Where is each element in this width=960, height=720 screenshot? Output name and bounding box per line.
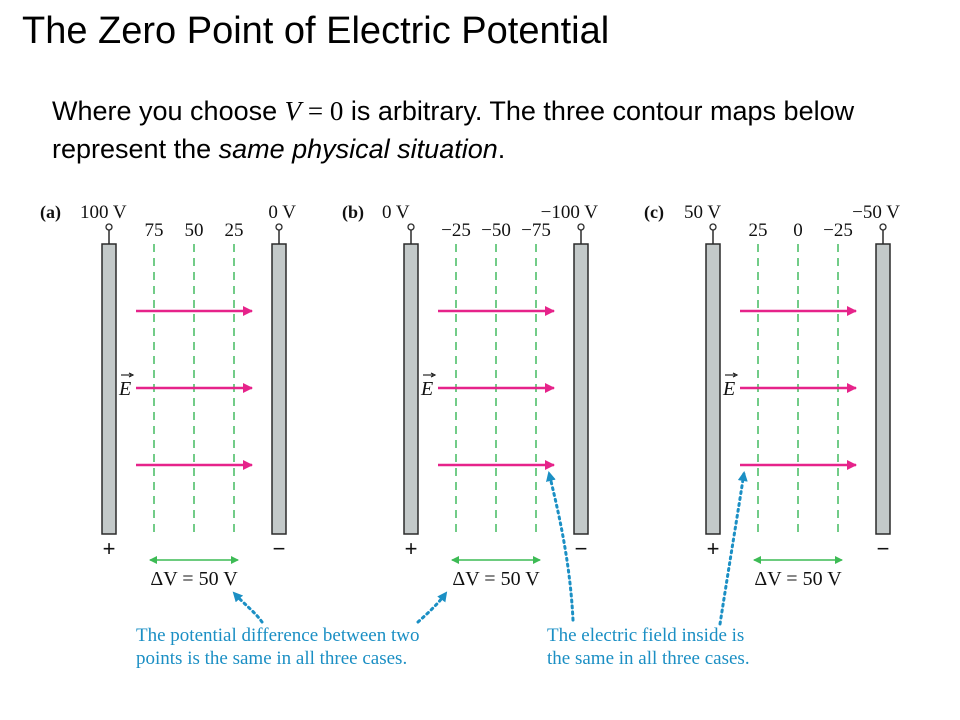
field-label: E <box>722 372 739 400</box>
field-callout-arrow-b <box>546 471 575 622</box>
intro-after: is arbitrary. The three contour maps bel… <box>52 96 855 164</box>
vector-arrowhead-icon <box>430 372 437 378</box>
negative-plate <box>573 243 589 535</box>
panel-label: (c) <box>644 202 664 223</box>
plus-sign: + <box>103 536 116 561</box>
contour-label: −50 <box>481 220 511 241</box>
right-plate-potential: 0 V <box>268 202 296 223</box>
contour-label: 0 <box>793 220 803 241</box>
right-plate-potential: −50 V <box>852 202 900 223</box>
contour-label: 25 <box>225 220 244 241</box>
negative-plate <box>875 243 891 535</box>
left-terminal-icon <box>709 223 717 231</box>
intro-math: V = 0 <box>285 96 344 126</box>
panel-label: (b) <box>342 202 364 223</box>
delta-v-label: ΔV = 50 V <box>150 568 238 590</box>
contour-label: 25 <box>749 220 768 241</box>
intro-math-var: V <box>284 96 302 126</box>
field-label-text: E <box>118 378 131 400</box>
slide-title: The Zero Point of Electric Potential <box>22 10 610 52</box>
right-terminal-icon <box>577 223 585 231</box>
contour-label: −25 <box>441 220 471 241</box>
left-terminal-icon <box>407 223 415 231</box>
left-plate-potential: 50 V <box>684 202 721 223</box>
delta-v-label: ΔV = 50 V <box>754 568 842 590</box>
contour-label: 50 <box>185 220 204 241</box>
field-label-text: E <box>722 378 735 400</box>
note-potential-difference: The potential difference between twopoin… <box>136 625 419 669</box>
field-callout-arrow-c <box>718 471 748 626</box>
right-terminal-icon <box>275 223 283 231</box>
contour-label: −25 <box>823 220 853 241</box>
panel-b: (b) 0 V −100 V −25 −50 −75 E + − ΔV = 50 V <box>342 202 598 590</box>
plus-sign: + <box>405 536 418 561</box>
left-plate-potential: 100 V <box>80 202 127 223</box>
note-field-line: the same in all three cases. <box>547 648 750 669</box>
minus-sign: − <box>877 536 890 561</box>
field-label: E <box>118 372 135 400</box>
potential-callout-arrow-a <box>232 591 264 624</box>
positive-plate <box>403 243 419 535</box>
negative-plate <box>271 243 287 535</box>
intro-text: Where you choose V = 0 is arbitrary. The… <box>52 92 932 168</box>
left-plate-potential: 0 V <box>382 202 410 223</box>
panel-c: (c) 50 V −50 V 25 0 −25 E + − ΔV = 50 V <box>644 202 900 590</box>
right-terminal-icon <box>879 223 887 231</box>
intro-end: . <box>497 134 506 164</box>
intro-emphasis: same physical situation <box>218 134 498 164</box>
intro-math-rest: = 0 <box>301 96 344 126</box>
panel-a: (a) 100 V 0 V 75 50 25 E + − ΔV = 50 V <box>40 202 296 590</box>
minus-sign: − <box>273 536 286 561</box>
vector-arrowhead-icon <box>128 372 135 378</box>
minus-sign: − <box>575 536 588 561</box>
field-label-text: E <box>420 378 433 400</box>
positive-plate <box>101 243 117 535</box>
left-terminal-icon <box>105 223 113 231</box>
contour-label: −75 <box>521 220 551 241</box>
contour-label: 75 <box>145 220 164 241</box>
right-plate-potential: −100 V <box>541 202 599 223</box>
note-potential-line: The potential difference between two <box>136 625 419 646</box>
vector-arrowhead-icon <box>732 372 739 378</box>
plus-sign: + <box>707 536 720 561</box>
note-potential-line: points is the same in all three cases. <box>136 648 407 669</box>
panel-label: (a) <box>40 202 61 223</box>
field-label: E <box>420 372 437 400</box>
positive-plate <box>705 243 721 535</box>
delta-v-label: ΔV = 50 V <box>452 568 540 590</box>
note-field-line: The electric field inside is <box>547 625 744 646</box>
intro-before: Where you choose <box>52 96 285 126</box>
potential-callout-arrow-b <box>416 591 448 624</box>
